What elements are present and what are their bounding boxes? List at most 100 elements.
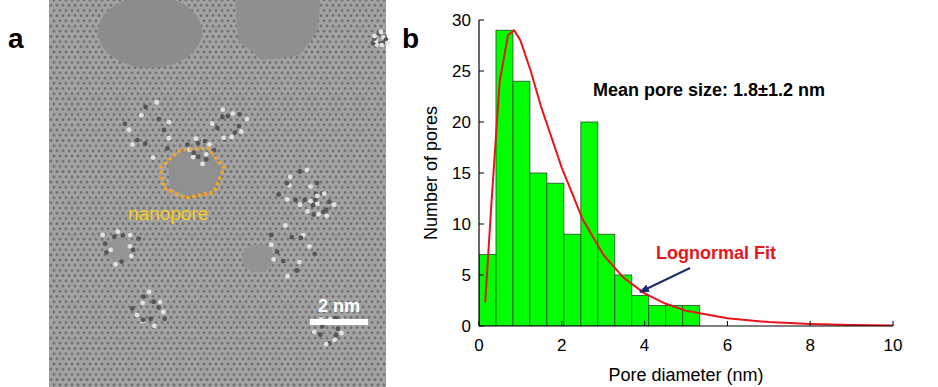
histogram-bar [683, 306, 700, 326]
y-tick [479, 173, 484, 174]
amorphous-speck [120, 233, 125, 238]
amorphous-speck [165, 146, 170, 151]
x-tick-label: 0 [474, 336, 483, 355]
y-tick-label: 20 [452, 113, 471, 132]
amorphous-speck [305, 209, 310, 214]
amorphous-speck [288, 174, 293, 179]
fit-arrow [640, 268, 690, 292]
y-tick-label: 25 [452, 62, 471, 81]
amorphous-speck [130, 306, 135, 311]
amorphous-speck [162, 316, 167, 321]
amorphous-speck [196, 154, 201, 159]
amorphous-speck [231, 111, 236, 116]
pore-region [242, 244, 274, 272]
amorphous-speck [215, 126, 220, 131]
amorphous-speck [103, 241, 108, 246]
amorphous-speck [152, 324, 157, 329]
y-tick [479, 122, 484, 123]
amorphous-speck [158, 300, 163, 305]
amorphous-speck [196, 141, 201, 146]
amorphous-speck [385, 41, 390, 46]
amorphous-speck [335, 326, 340, 331]
histogram-bar [632, 295, 649, 326]
amorphous-speck [151, 299, 156, 304]
amorphous-speck [115, 229, 120, 234]
histogram-bar [581, 122, 598, 326]
annotation: Mean pore size: 1.8±1.2 nm [593, 80, 825, 100]
amorphous-speck [271, 257, 276, 262]
amorphous-speck [285, 181, 290, 186]
amorphous-speck [100, 232, 105, 237]
amorphous-speck [104, 250, 109, 255]
amorphous-speck [372, 34, 377, 39]
y-tick [479, 275, 484, 276]
amorphous-speck [147, 289, 152, 294]
amorphous-speck [135, 313, 140, 318]
amorphous-speck [232, 130, 237, 135]
amorphous-speck [148, 317, 153, 322]
amorphous-speck [245, 117, 250, 122]
plot-marks [479, 30, 893, 326]
amorphous-speck [316, 212, 321, 217]
amorphous-speck [298, 236, 303, 241]
histogram-bar [564, 234, 581, 326]
amorphous-speck [139, 113, 144, 118]
amorphous-speck [127, 127, 132, 132]
x-tick [727, 321, 728, 326]
amorphous-speck [332, 202, 337, 207]
amorphous-speck [308, 199, 313, 204]
x-tick [561, 321, 562, 326]
amorphous-speck [131, 248, 136, 253]
x-axis [479, 325, 893, 326]
x-tick [479, 321, 480, 326]
amorphous-speck [283, 223, 288, 228]
scale-bar [310, 319, 368, 325]
amorphous-speck [297, 260, 302, 265]
pore-region [235, 0, 320, 60]
annotation: nanopore [128, 203, 208, 224]
amorphous-speck [167, 136, 172, 141]
x-tick [644, 321, 645, 326]
amorphous-speck [302, 197, 307, 202]
amorphous-speck [135, 138, 140, 143]
amorphous-speck [226, 114, 231, 119]
amorphous-speck [315, 181, 320, 186]
amorphous-speck [379, 30, 384, 35]
histogram-bar [649, 306, 666, 326]
x-tick [893, 321, 894, 326]
amorphous-speck [191, 155, 196, 160]
amorphous-speck [308, 184, 313, 189]
y-tick [479, 224, 484, 225]
histogram-bar [513, 81, 530, 326]
amorphous-speck [130, 142, 135, 147]
y-tick-label: 10 [452, 215, 471, 234]
amorphous-speck [191, 150, 196, 155]
amorphous-speck [129, 254, 134, 259]
amorphous-speck [312, 252, 317, 257]
panel-label: a [8, 23, 24, 54]
x-tick-label: 2 [557, 336, 566, 355]
histogram-bar [496, 30, 513, 326]
image-panel: nanopore2 nm [49, 0, 390, 387]
amorphous-speck [162, 128, 167, 133]
amorphous-speck [207, 142, 212, 147]
figure: nanopore2 nmab0246810051015202530Pore di… [0, 0, 938, 387]
amorphous-speck [151, 155, 156, 160]
histogram-bar [547, 183, 564, 326]
amorphous-speck [321, 209, 326, 214]
panel-label: b [402, 23, 419, 54]
amorphous-speck [112, 234, 117, 239]
amorphous-speck [204, 157, 209, 162]
amorphous-speck [307, 244, 312, 249]
amorphous-speck [119, 259, 124, 264]
x-tick-label: 6 [723, 336, 732, 355]
y-tick [479, 20, 484, 21]
amorphous-speck [339, 331, 344, 336]
amorphous-speck [275, 249, 280, 254]
amorphous-speck [324, 342, 329, 347]
amorphous-speck [143, 105, 148, 110]
amorphous-speck [315, 194, 320, 199]
y-axis-label: Number of pores [421, 106, 441, 240]
x-axis-label: Pore diameter (nm) [608, 365, 763, 385]
amorphous-speck [276, 192, 281, 197]
